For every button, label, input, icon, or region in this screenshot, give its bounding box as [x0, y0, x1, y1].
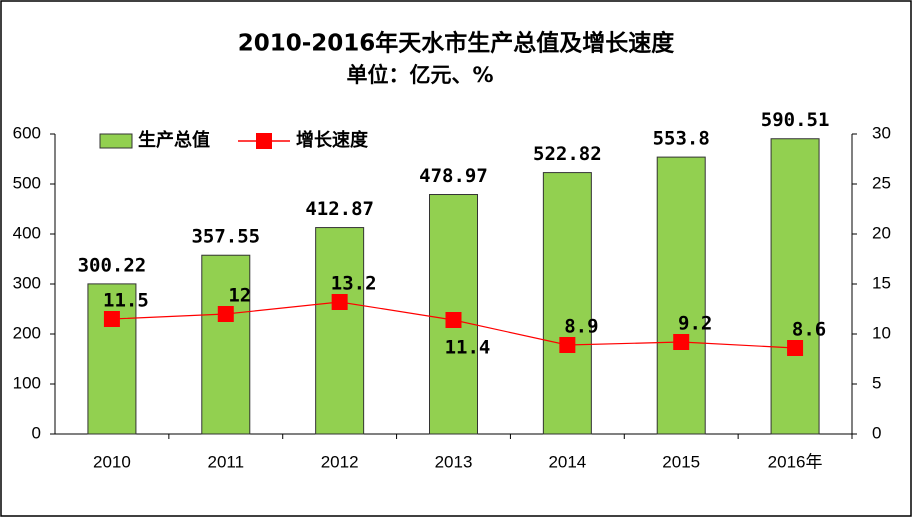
line-marker [445, 312, 462, 328]
line-value-label: 13.2 [331, 273, 377, 295]
bar [656, 156, 706, 435]
line-marker [787, 340, 804, 356]
line-marker [331, 294, 348, 310]
x-tick-label: 2015 [662, 452, 700, 471]
bar-value-label: 522.82 [533, 143, 602, 165]
x-tick-label: 2016年 [768, 452, 823, 471]
line-marker [217, 306, 234, 322]
legend-marker [256, 133, 272, 149]
bar-value-label: 300.22 [78, 254, 147, 276]
line-value-label: 11.4 [445, 337, 491, 359]
x-tick-label: 2014 [548, 452, 586, 471]
line-marker [559, 337, 576, 353]
bar [315, 227, 365, 435]
chart-title: 2010-2016年天水市生产总值及增长速度 [238, 30, 676, 57]
line-marker [673, 334, 690, 350]
bar-value-label: 590.51 [761, 109, 830, 131]
y2-tick-label: 0 [872, 423, 881, 442]
legend-swatch [99, 133, 133, 149]
y-tick-label: 500 [13, 173, 41, 192]
bar-value-label: 357.55 [191, 226, 260, 248]
line-value-label: 8.6 [792, 319, 826, 341]
y-tick-label: 100 [13, 373, 41, 392]
y2-tick-label: 25 [872, 173, 891, 192]
y2-tick-label: 10 [872, 323, 891, 342]
bar [770, 138, 820, 435]
line-value-label: 9.2 [678, 313, 712, 335]
x-tick-label: 2013 [435, 452, 473, 471]
bar-value-label: 553.8 [653, 128, 710, 150]
x-tick-label: 2012 [321, 452, 359, 471]
y-tick-label: 300 [13, 273, 41, 292]
y-tick-label: 400 [13, 223, 41, 242]
x-tick-label: 2011 [208, 452, 245, 471]
y2-tick-label: 5 [872, 373, 881, 392]
chart-subtitle: 单位：亿元、% [346, 63, 493, 87]
line-marker [103, 311, 120, 327]
bar [429, 194, 478, 435]
y-tick-label: 600 [13, 123, 41, 142]
line-value-label: 11.5 [103, 290, 149, 312]
bar [201, 254, 251, 435]
legend-label: 生产总值 [138, 129, 210, 151]
line-value-label: 8.9 [564, 316, 598, 338]
y2-tick-label: 30 [872, 123, 891, 142]
y2-tick-label: 20 [872, 223, 891, 242]
bar-value-label: 412.87 [305, 198, 374, 220]
y-tick-label: 200 [13, 323, 41, 342]
line-value-label: 12 [228, 285, 251, 307]
bar [542, 172, 592, 435]
bar-value-label: 478.97 [419, 165, 488, 187]
legend-label: 增长速度 [296, 129, 369, 151]
bar [87, 283, 137, 435]
x-tick-label: 2010 [93, 452, 131, 471]
y2-tick-label: 15 [872, 273, 891, 292]
y-tick-label: 0 [32, 423, 41, 442]
